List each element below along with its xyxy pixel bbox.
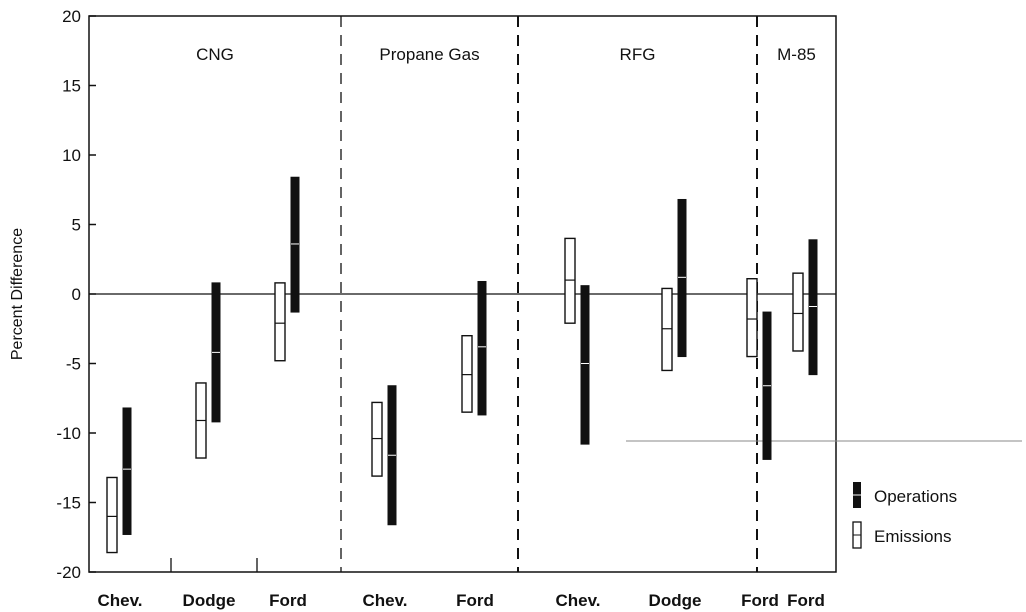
operations-bar: [122, 407, 132, 535]
y-tick-label: 20: [62, 7, 81, 26]
legend-label: Emissions: [874, 527, 951, 546]
emissions-bar: [564, 237, 576, 324]
x-category-label: Ford: [456, 591, 494, 610]
group-label: Propane Gas: [379, 45, 479, 64]
y-tick-label: -10: [56, 424, 81, 443]
x-category-label: Ford: [741, 591, 779, 610]
labels-layer: 20 15 10 5 0 -5 -10 -15 -20 Percent Difference CNG…: [9, 7, 825, 610]
x-category-label: Chev.: [362, 591, 407, 610]
operations-bar: [808, 239, 818, 376]
x-category-label: Chev.: [97, 591, 142, 610]
emissions-bar: [106, 476, 118, 554]
group-label: CNG: [196, 45, 234, 64]
y-axis-title: Percent Difference: [9, 228, 26, 360]
operations-bar: [477, 280, 487, 416]
operations-bar: [290, 176, 300, 313]
emissions-bar: [371, 401, 383, 477]
emissions-bar: [661, 287, 673, 372]
y-tick-label: -15: [56, 494, 81, 513]
legend: Operations Emissions: [852, 482, 957, 549]
x-category-label: Ford: [269, 591, 307, 610]
operations-bar: [580, 285, 590, 445]
y-tick-label: 0: [72, 285, 81, 304]
axes-layer: [88, 15, 1022, 573]
legend-label: Operations: [874, 487, 957, 506]
x-category-label: Ford: [787, 591, 825, 610]
bars-layer: [106, 176, 818, 554]
group-label: RFG: [620, 45, 656, 64]
y-tick-label: -20: [56, 563, 81, 582]
emissions-bar: [461, 335, 473, 413]
group-label: M-85: [777, 45, 816, 64]
operations-bar: [677, 198, 687, 358]
emissions-bar: [746, 278, 758, 358]
x-category-label: Dodge: [649, 591, 702, 610]
y-tick-label: 5: [72, 216, 81, 235]
emissions-bar: [274, 282, 286, 362]
emissions-bar: [792, 272, 804, 352]
y-tick-label: 10: [62, 146, 81, 165]
x-category-label: Dodge: [183, 591, 236, 610]
y-tick-label: -5: [66, 355, 81, 374]
x-category-label: Chev.: [555, 591, 600, 610]
y-tick-label: 15: [62, 77, 81, 96]
